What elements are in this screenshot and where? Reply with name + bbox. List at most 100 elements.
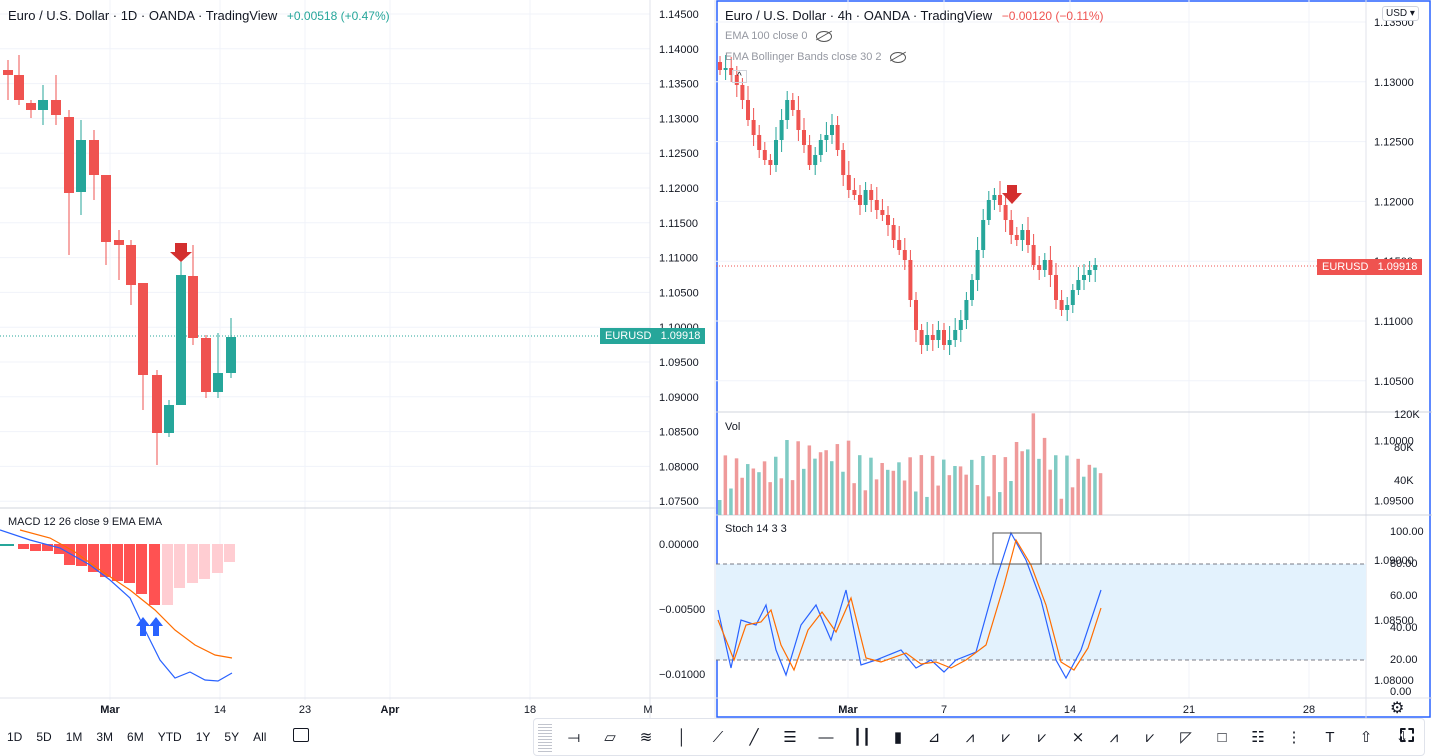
candle-body <box>1026 230 1030 245</box>
gann-fan-icon[interactable]: ⊿ <box>927 729 941 746</box>
text-icon[interactable]: T <box>1325 728 1335 746</box>
time-axis-label: 21 <box>1183 704 1195 716</box>
candle-body <box>846 175 851 190</box>
rectangle-icon[interactable]: □ <box>1217 728 1227 746</box>
candle-body <box>930 335 935 340</box>
right-chart-pane[interactable]: 1.135001.130001.125001.120001.115001.110… <box>716 0 1432 718</box>
right-chart-legend: Euro / U.S. Dollar · 4h · OANDA · Tradin… <box>725 8 1104 23</box>
volume-bar <box>1087 464 1092 515</box>
candle-body <box>807 145 812 165</box>
volume-bar <box>1059 498 1064 515</box>
volume-bar <box>779 478 784 515</box>
volume-bar <box>768 482 772 515</box>
time-axis-label: 18 <box>524 704 536 716</box>
long-position-icon[interactable]: ▮ <box>893 729 903 746</box>
parallel-channel-icon[interactable]: ▱ <box>604 729 616 746</box>
timeframe-ytd[interactable]: YTD <box>157 730 182 744</box>
time-axis-label: 7 <box>941 704 947 716</box>
timeframe-all[interactable]: All <box>253 730 267 744</box>
toolbar-grip-icon[interactable] <box>538 722 552 752</box>
price-axis-label: 1.09500 <box>659 357 699 369</box>
candle-body <box>101 175 111 242</box>
macd-histogram-bar <box>42 544 53 551</box>
price-axis-label: 1.09000 <box>659 392 699 404</box>
timeframe-5d[interactable]: 5D <box>36 730 52 744</box>
macd-histogram-bar <box>100 544 111 577</box>
highlight-rectangle <box>992 532 1042 565</box>
forecast-icon[interactable]: ⋮ <box>1286 729 1302 746</box>
vertical-line-icon[interactable]: │ <box>677 728 687 746</box>
left-chart-pane[interactable]: 1.14500 1.14000 1.13500 1.13000 1.12500 1.120… <box>0 0 716 718</box>
stoch-axis-label: 20.00 <box>1390 654 1418 666</box>
macd-histogram-bar <box>149 544 160 605</box>
triangle-icon[interactable]: ◸ <box>1180 729 1192 746</box>
volume-bar <box>992 455 996 515</box>
right-price-tag-symbol: EURUSD <box>1322 261 1369 273</box>
bars-pattern-icon[interactable]: ┃┃ <box>852 729 872 746</box>
xabcd-icon[interactable]: ⩘ <box>965 728 975 746</box>
candle-body <box>975 250 980 280</box>
ema-indicator-text: EMA 100 close 0 <box>725 30 808 42</box>
elliott-wave-icon[interactable]: ⨯ <box>1071 729 1085 746</box>
candle-body <box>897 240 902 250</box>
horizontal-line-icon[interactable]: — <box>818 728 834 746</box>
candle-body <box>998 195 1002 205</box>
currency-button[interactable]: USD ▾ <box>1382 6 1419 21</box>
timeframe-1d[interactable]: 1D <box>7 730 23 744</box>
right-chart-canvas[interactable]: 1.135001.130001.125001.120001.115001.110… <box>716 0 1432 718</box>
volume-bar <box>880 462 884 515</box>
timeframe-5y[interactable]: 5Y <box>224 730 240 744</box>
candle-body <box>908 260 913 300</box>
volume-bar <box>919 455 924 515</box>
volume-bar <box>958 466 963 515</box>
candle-body <box>958 320 963 330</box>
collapse-legend-icon[interactable]: ^ <box>732 70 747 83</box>
hidden-eye-icon[interactable] <box>889 51 906 63</box>
candle-body <box>1037 265 1042 270</box>
bollinger-indicator-text: EMA Bollinger Bands close 30 2 <box>725 51 882 63</box>
time-axis-label: Mar <box>100 704 120 716</box>
timeframe-3m[interactable]: 3M <box>96 730 114 744</box>
stoch-band <box>716 564 1366 660</box>
time-axis-label: Mar <box>838 704 858 716</box>
abcd-icon[interactable]: ⩗ <box>1001 728 1011 746</box>
volume-bar <box>981 455 985 515</box>
ace-pattern-icon[interactable]: ⩗ <box>1037 728 1047 746</box>
left-price-tag: EURUSD 1.09918 <box>600 328 706 344</box>
regression-icon[interactable]: ☷ <box>1251 729 1265 746</box>
volume-bar <box>723 455 728 515</box>
head-shoulders-icon[interactable]: ⩘ <box>1109 728 1119 746</box>
price-axis-label: 1.12000 <box>659 183 699 195</box>
ema-indicator-label[interactable]: EMA 100 close 0 <box>725 30 832 42</box>
fib-channel-icon[interactable]: ≋ <box>639 729 653 746</box>
macd-histogram-bar <box>187 544 198 583</box>
volume-bar <box>863 490 868 515</box>
trend-line-icon[interactable]: ⟋ <box>712 728 724 746</box>
arrow-up-icon[interactable]: ⇧ <box>1359 729 1373 746</box>
ray-icon[interactable]: ╱ <box>749 729 759 746</box>
volume-axis-label: 80K <box>1394 442 1414 454</box>
candle-body <box>201 338 211 392</box>
hidden-eye-icon[interactable] <box>815 30 832 42</box>
time-axis-label: 14 <box>214 704 226 716</box>
candle-body <box>818 140 823 155</box>
candle-body <box>1093 265 1098 270</box>
settings-gear-icon[interactable]: ⚙ <box>1390 700 1405 717</box>
left-symbol-title: Euro / U.S. Dollar · 1D · OANDA · Tradin… <box>8 8 278 23</box>
bollinger-indicator-label[interactable]: EMA Bollinger Bands close 30 2 <box>725 51 906 63</box>
candle-body <box>176 275 186 405</box>
timeframe-1y[interactable]: 1Y <box>195 730 211 744</box>
down-arrow-marker <box>170 243 192 262</box>
candle-body <box>188 276 198 338</box>
volume-bar <box>824 450 828 515</box>
wxy-icon[interactable]: ⩗ <box>1145 728 1155 746</box>
pitchfork-icon[interactable]: ☰ <box>783 729 797 746</box>
left-chart-canvas[interactable]: 1.14500 1.14000 1.13500 1.13000 1.12500 1.120… <box>0 0 716 718</box>
candle-body <box>1065 305 1070 310</box>
candle-body <box>813 155 818 165</box>
timeframe-6m[interactable]: 6M <box>127 730 144 744</box>
horizontal-ray-icon[interactable]: ⟞ <box>567 728 581 746</box>
date-range-icon[interactable] <box>293 728 309 742</box>
volume-bar <box>1031 413 1036 515</box>
timeframe-1m[interactable]: 1M <box>65 730 83 744</box>
